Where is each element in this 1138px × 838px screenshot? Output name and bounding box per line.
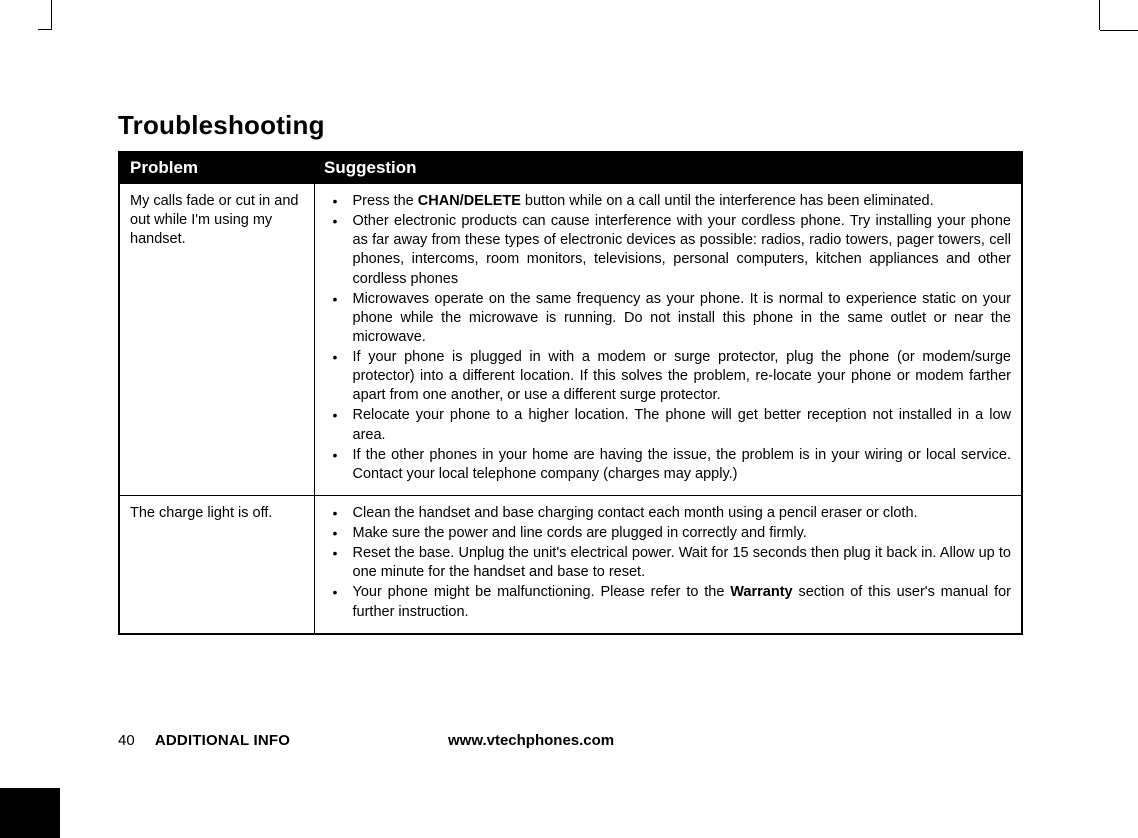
page-content: Troubleshooting Problem Suggestion My ca… [118,110,1023,635]
problem-cell: The charge light is off. [119,495,314,633]
suggestion-cell: Clean the handset and base charging cont… [314,495,1022,633]
suggestion-item: Reset the base. Unplug the unit's electr… [325,544,1012,582]
crop-mark-top-right-h [1100,30,1138,31]
troubleshooting-table: Problem Suggestion My calls fade or cut … [118,151,1023,635]
header-problem: Problem [119,152,314,184]
problem-cell: My calls fade or cut in and out while I'… [119,184,314,496]
bold-term: CHAN/DELETE [418,193,521,209]
table-header-row: Problem Suggestion [119,152,1022,184]
crop-mark-bottom-left [0,788,60,838]
footer-url: www.vtechphones.com [448,732,614,749]
suggestion-item: Other electronic products can cause inte… [325,212,1012,289]
suggestion-item: Press the CHAN/DELETE button while on a … [325,192,1012,211]
page-number: 40 [118,732,135,749]
suggestion-item: If your phone is plugged in with a modem… [325,348,1012,405]
suggestion-item: Your phone might be malfunctioning. Plea… [325,583,1012,621]
table-row: The charge light is off. Clean the handse… [119,495,1022,633]
page-title: Troubleshooting [118,110,1023,141]
suggestion-item: If the other phones in your home are hav… [325,446,1012,484]
suggestion-cell: Press the CHAN/DELETE button while on a … [314,184,1022,496]
suggestion-list: Clean the handset and base charging cont… [325,504,1012,622]
suggestion-item: Microwaves operate on the same frequency… [325,290,1012,347]
table-row: My calls fade or cut in and out while I'… [119,184,1022,496]
suggestion-item: Relocate your phone to a higher location… [325,406,1012,444]
table-body: My calls fade or cut in and out while I'… [119,184,1022,634]
suggestion-item: Clean the handset and base charging cont… [325,504,1012,523]
footer-section: ADDITIONAL INFO [155,732,290,749]
header-suggestion: Suggestion [314,152,1022,184]
crop-mark-top-left [38,0,52,30]
suggestion-list: Press the CHAN/DELETE button while on a … [325,192,1012,484]
crop-mark-top-right-v [1099,0,1100,30]
page-footer: 40 ADDITIONAL INFO www.vtechphones.com [118,732,1023,749]
bold-term: Warranty [730,584,792,600]
suggestion-item: Make sure the power and line cords are p… [325,524,1012,543]
